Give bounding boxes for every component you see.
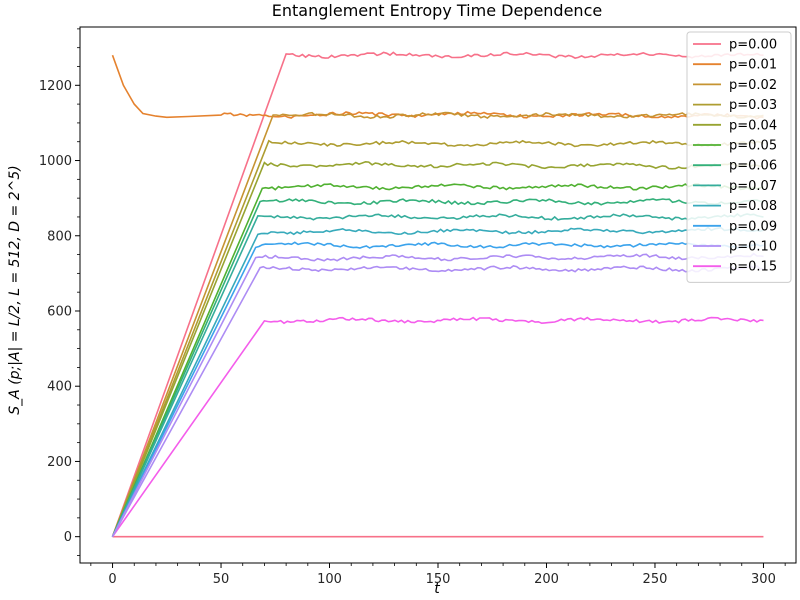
series-line-p=0.15 [111,316,764,538]
series-line-p=0.10 [111,252,764,538]
series-line-p=0.03 [111,139,764,537]
series-line-p=0.09 [111,241,764,538]
y-tick-label: 800 [47,229,72,244]
x-tick-label: 50 [213,572,230,587]
series-line-p=0.07 [111,212,764,538]
series-line-p=0.05 [111,183,764,538]
x-axis-label: t [434,581,440,597]
legend-label: p=0.05 [729,139,777,154]
legend-label: p=0.07 [729,179,777,194]
legend-label: p=0.10 [729,240,777,255]
y-tick-label: 400 [47,380,72,395]
legend-label: p=0.00 [729,38,777,53]
legend-label: p=0.08 [729,199,777,214]
y-axis-label: S_A (p;|A| = L/2, L = 512, D = 2^5) [7,165,23,414]
y-tick-label: 200 [47,455,72,470]
legend-label: p=0.15 [729,260,777,275]
y-tick-label: 1200 [39,79,72,94]
y-tick-label: 1000 [39,154,72,169]
legend-label: p=0.09 [729,219,777,234]
x-axis: 0 50 100 150 200 250 300 [90,563,786,587]
series-line-p=0.06 [111,198,764,538]
legend: p=0.00 p=0.01 p=0.02 p=0.03 p=0.04 p=0.05 p=0.… [686,31,792,283]
series-line-extra [111,265,764,538]
plot-lines [111,51,764,538]
legend-label: p=0.02 [729,78,777,93]
series-line-p=0.02 [111,111,764,537]
x-tick-label: 150 [426,572,451,587]
x-tick-label: 300 [751,572,776,587]
legend-box [686,31,792,283]
legend-label: p=0.01 [729,58,777,73]
y-tick-label: 600 [47,304,72,319]
legend-label: p=0.03 [729,98,777,113]
series-line-p=0.00 [111,51,764,537]
legend-label: p=0.06 [729,159,777,174]
x-tick-label: 100 [317,572,342,587]
chart-title: Entanglement Entropy Time Dependence [272,1,602,20]
y-tick-label: 0 [64,530,72,545]
y-axis: 0 200 400 600 800 1000 1200 [39,28,80,556]
series-line-p=0.08 [111,226,764,538]
x-tick-label: 250 [643,572,668,587]
series-line-p=0.01 [111,54,764,120]
x-tick-label: 0 [108,572,116,587]
legend-label: p=0.04 [729,118,777,133]
x-tick-label: 200 [534,572,559,587]
series-line-p=0.04 [111,160,764,538]
